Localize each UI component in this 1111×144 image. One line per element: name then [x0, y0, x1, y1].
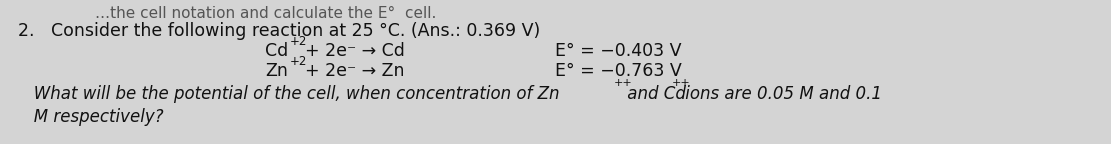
Text: …the cell notation and calculate the E°  cell.: …the cell notation and calculate the E° … — [96, 6, 437, 21]
Text: 2.   Consider the following reaction at 25 °C. (Ans.: 0.369 V): 2. Consider the following reaction at 25… — [18, 22, 540, 40]
Text: + 2e⁻ → Cd: + 2e⁻ → Cd — [306, 42, 404, 60]
Text: ++: ++ — [614, 78, 633, 88]
Text: What will be the potential of the cell, when concentration of Zn: What will be the potential of the cell, … — [18, 85, 560, 103]
Text: Zn: Zn — [266, 62, 288, 80]
Text: +2: +2 — [290, 35, 308, 48]
Text: E° = −0.403 V: E° = −0.403 V — [556, 42, 681, 60]
Text: M respectively?: M respectively? — [18, 108, 163, 126]
Text: ++: ++ — [672, 78, 691, 88]
Text: + 2e⁻ → Zn: + 2e⁻ → Zn — [306, 62, 404, 80]
Text: ions are 0.05 M and 0.1: ions are 0.05 M and 0.1 — [680, 85, 882, 103]
Text: +2: +2 — [290, 55, 308, 68]
Text: Cd: Cd — [266, 42, 288, 60]
Text: E° = −0.763 V: E° = −0.763 V — [556, 62, 682, 80]
Text: and Cd: and Cd — [622, 85, 685, 103]
